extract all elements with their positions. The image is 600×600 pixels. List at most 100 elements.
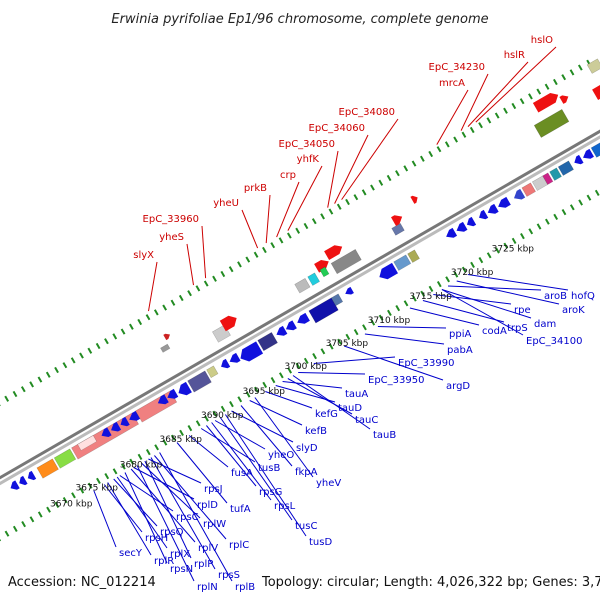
label-leader — [409, 307, 480, 326]
tick-mark — [170, 434, 176, 441]
genome-backbone — [0, 129, 600, 486]
tick-mark — [104, 338, 109, 345]
reverse-gene — [206, 365, 219, 379]
tick-mark — [337, 338, 342, 345]
tick-mark — [170, 299, 176, 306]
tick-mark — [262, 381, 268, 388]
gene-label-bottom: yheV — [316, 478, 341, 489]
gene-label-bottom: rplB — [235, 582, 255, 593]
tick-mark — [578, 199, 583, 206]
gene-label-bottom: aroK — [562, 305, 585, 316]
kbp-label: 3710 kbp — [368, 316, 411, 326]
gene-label-bottom: rpsG — [259, 487, 282, 498]
gene-label-bottom: rplX — [170, 549, 190, 560]
reverse-gene — [330, 293, 344, 307]
gene-label-bottom: rplP — [194, 559, 213, 570]
tick-mark — [87, 482, 93, 489]
tick-mark — [4, 395, 10, 402]
reverse-gene — [498, 196, 511, 208]
reverse-gene — [240, 341, 264, 362]
forward-gene — [586, 58, 600, 74]
label-leader — [116, 476, 168, 549]
gene-label-top: slyX — [133, 250, 154, 261]
label-leader — [201, 225, 207, 279]
tick-mark — [12, 390, 18, 398]
tick-mark — [345, 333, 351, 340]
kbp-label: 3715 kbp — [409, 292, 452, 302]
gene-label-bottom: argD — [446, 381, 470, 392]
tick-mark — [503, 242, 509, 249]
label-leader — [176, 442, 228, 504]
tick-mark — [204, 415, 209, 422]
tick-mark — [96, 477, 101, 484]
tick-mark — [254, 386, 259, 393]
gene-label-bottom: tusD — [309, 537, 332, 548]
reverse-gene — [542, 172, 554, 185]
label-leader — [214, 420, 266, 450]
label-leader — [364, 333, 445, 345]
forward-gene — [532, 93, 559, 113]
gene-label-bottom: kefG — [315, 409, 338, 420]
label-leader — [341, 118, 399, 200]
gene-label-bottom: rpe — [514, 305, 531, 316]
tick-mark — [478, 257, 484, 264]
tick-mark — [320, 213, 325, 220]
tick-mark — [137, 318, 143, 326]
label-leader — [107, 482, 152, 556]
gene-label-top: EpC_33960 — [143, 214, 199, 225]
forward-gene — [219, 315, 237, 332]
tick-mark — [95, 342, 101, 350]
gene-label-bottom: yheO — [268, 450, 294, 461]
label-leader — [249, 400, 303, 426]
label-leader — [219, 417, 293, 521]
gene-label-bottom: rplR — [154, 556, 174, 567]
tick-mark — [286, 232, 292, 239]
forward-gene — [533, 109, 570, 138]
reverse-gene — [19, 475, 28, 486]
reverse-gene — [549, 167, 562, 181]
label-leader — [441, 289, 532, 319]
tick-mark — [178, 294, 184, 302]
label-leader — [436, 89, 469, 145]
tick-mark — [162, 304, 168, 311]
reverse-gene — [379, 262, 398, 280]
tick-mark — [71, 492, 76, 499]
tick-mark — [594, 189, 600, 196]
reverse-gene — [531, 175, 549, 191]
label-leader — [133, 467, 195, 500]
label-leader — [231, 410, 294, 443]
tick-mark — [520, 233, 525, 240]
gene-label-top: EpC_34080 — [339, 107, 395, 118]
reverse-gene — [466, 216, 477, 227]
label-leader — [93, 490, 117, 548]
topology-text: Topology: circular; Length: 4,026,322 bp… — [261, 575, 600, 590]
label-leader — [282, 381, 343, 389]
gene-label-bottom: rpsN — [170, 564, 193, 575]
reverse-gene — [157, 394, 169, 405]
gene-label-bottom: EpC_33990 — [398, 358, 454, 369]
reverse-gene — [557, 160, 574, 176]
label-leader — [467, 274, 569, 291]
tick-mark — [486, 117, 492, 124]
tick-mark — [303, 357, 309, 364]
tick-mark — [270, 377, 276, 384]
reverse-gene — [77, 435, 98, 451]
gene-label-bottom: tauD — [338, 403, 362, 414]
tick-mark — [328, 208, 334, 215]
reverse-gene — [574, 154, 584, 165]
forward-gene — [391, 215, 403, 226]
tick-mark — [120, 328, 126, 335]
tick-mark — [453, 271, 459, 278]
reverse-gene — [10, 480, 20, 490]
accession-text: Accession: NC_012214 — [8, 575, 156, 590]
tick-mark — [187, 425, 193, 432]
gene-label-bottom: tauB — [373, 430, 396, 441]
kbp-label: 3685 kbp — [160, 435, 203, 445]
label-leader — [276, 181, 300, 238]
tick-mark — [411, 295, 417, 302]
tick-mark — [428, 285, 434, 292]
tick-mark — [245, 256, 251, 263]
tick-mark — [229, 401, 234, 408]
gene-label-bottom: EpC_34100 — [526, 336, 582, 347]
